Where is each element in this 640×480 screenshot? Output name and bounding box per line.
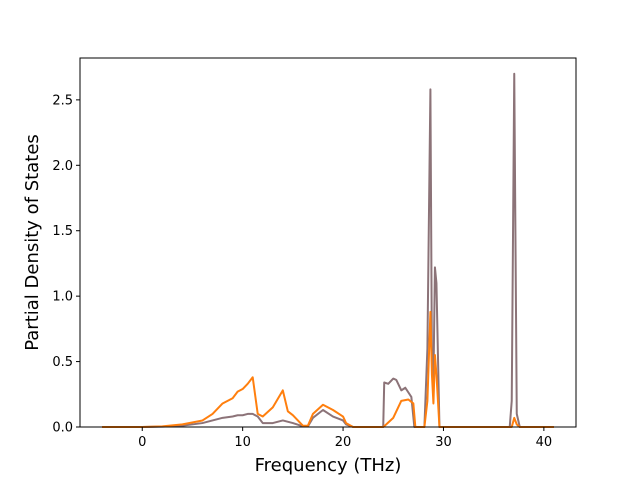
series-line-2 [102,310,554,428]
x-axis-label: Frequency (THz) [255,455,402,476]
y-axis-label: Partial Density of States [22,134,43,351]
x-tick-label: 20 [335,435,352,450]
plot-frame [79,57,577,428]
x-tick-label: 30 [435,435,452,450]
x-tick-label: 10 [234,435,251,450]
y-tick-label: 2.5 [52,93,73,108]
y-tick-label: 2.0 [52,159,73,174]
x-axis-ticks: 0 10 20 30 40 [138,427,552,450]
y-tick-label: 1.5 [52,224,73,239]
x-tick-label: 0 [138,435,146,450]
y-tick-label: 1.0 [52,290,73,305]
y-tick-label: 0.0 [52,421,73,436]
y-axis-ticks: 0.0 0.5 1.0 1.5 2.0 2.5 [52,93,80,436]
y-tick-label: 0.5 [52,355,73,370]
x-tick-label: 40 [536,435,553,450]
series-lines [102,72,554,428]
